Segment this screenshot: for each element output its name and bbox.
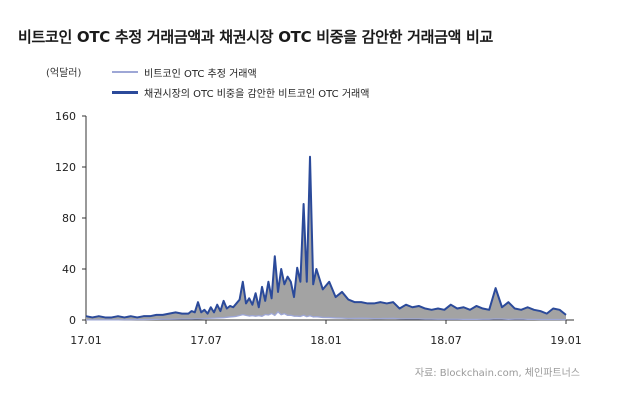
legend-swatch-1 [112,90,138,94]
legend-label-1: 채권시장의 OTC 비중을 감안한 비트코인 OTC 거래액 [144,88,370,100]
x-axis: 17.01 17.07 18.01 18.07 19.01 [70,319,582,347]
source-note: 자료: Blockchain.com, 체인파트너스 [414,368,580,379]
y-tick-label: 40 [62,263,76,276]
series-line-otc-adjusted [85,155,567,319]
y-tick-label: 80 [62,212,76,225]
gap-area [86,156,566,320]
y-tick-label: 120 [55,161,76,174]
x-tick-label: 18.07 [430,334,462,347]
x-tick-label: 17.07 [190,334,222,347]
series-layer [85,155,567,321]
chart-title: 비트코인 OTC 추정 거래금액과 채권시장 OTC 비중을 감안한 거래금액 … [18,28,493,46]
legend-swatch-0 [112,71,138,73]
y-axis: 0 40 80 120 160 [55,110,87,327]
x-tick-label: 17.01 [70,334,102,347]
legend-item-1: 채권시장의 OTC 비중을 감안한 비트코인 OTC 거래액 [112,82,369,102]
x-tick-label: 19.01 [550,334,582,347]
series-line-otc-estimate [86,311,567,321]
y-tick-label: 160 [55,110,76,123]
y-tick-label: 0 [69,314,76,327]
legend: 비트코인 OTC 추정 거래액 채권시장의 OTC 비중을 감안한 비트코인 O… [112,62,369,102]
x-tick-label: 18.01 [310,334,342,347]
y-axis-unit: (억달러) [46,68,82,79]
legend-item-0: 비트코인 OTC 추정 거래액 [112,62,369,82]
legend-label-0: 비트코인 OTC 추정 거래액 [144,68,257,80]
